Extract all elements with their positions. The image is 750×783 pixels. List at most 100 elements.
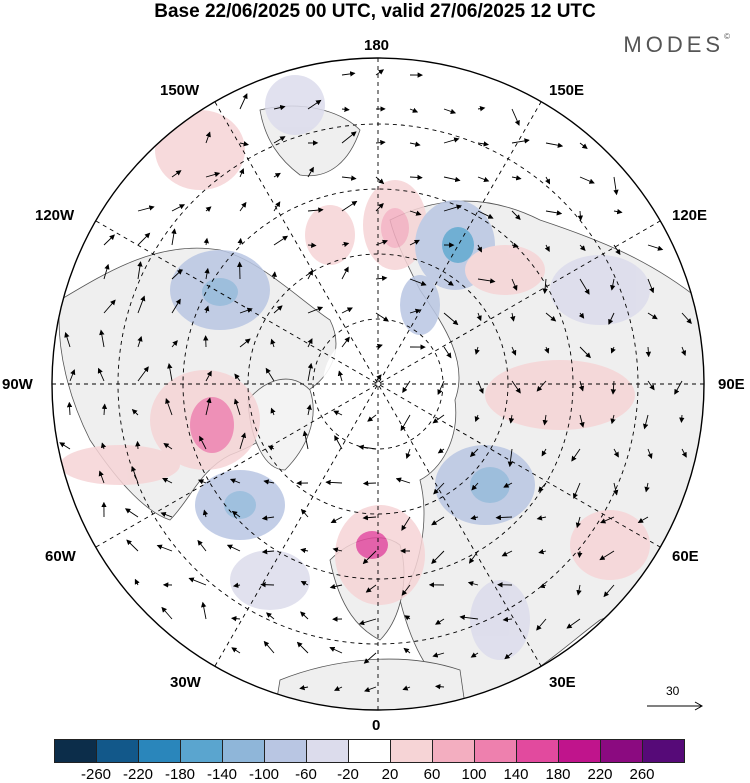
- colorbar-cell: [138, 739, 181, 763]
- wind-arrow: [126, 539, 139, 552]
- lon-label-30w: 30W: [170, 674, 201, 691]
- wind-arrow: [432, 414, 445, 424]
- wind-arrow: [647, 278, 655, 294]
- wind-arrow: [510, 312, 516, 322]
- wind-arrow: [477, 141, 489, 147]
- lon-label-60w: 60W: [45, 548, 76, 565]
- wind-arrow: [471, 482, 479, 491]
- anomaly-shading: [60, 75, 650, 660]
- wind-arrow: [261, 515, 275, 521]
- wind-arrow: [307, 306, 324, 314]
- wind-arrow: [467, 581, 479, 587]
- wind-arrow: [270, 338, 276, 348]
- wind-arrow: [432, 652, 445, 658]
- wind-arrow: [610, 414, 616, 425]
- colorbar-tick-label: -60: [295, 766, 317, 783]
- wind-arrow: [167, 363, 173, 382]
- wind-arrow: [647, 380, 655, 391]
- wind-arrow: [59, 442, 71, 450]
- brand-logo: MODES©: [623, 32, 730, 57]
- wind-arrow: [545, 176, 551, 185]
- wind-arrow: [508, 414, 515, 424]
- wind-arrow: [325, 479, 343, 486]
- wind-arrow: [575, 516, 581, 529]
- wind-arrow: [199, 435, 207, 450]
- wind-arrow: [103, 263, 110, 280]
- wind-arrow: [511, 210, 521, 220]
- wind-arrow: [643, 414, 649, 430]
- colorbar-cell: [474, 739, 517, 763]
- colorbar-tick-label: 100: [461, 766, 487, 783]
- colorbar-cell: [600, 739, 643, 763]
- wind-arrow: [579, 346, 591, 359]
- wind-arrow: [645, 346, 652, 358]
- wind-reference-arrow: [647, 701, 704, 711]
- wind-arrow: [239, 338, 251, 348]
- wind-arrow: [226, 544, 241, 552]
- wind-arrow: [205, 206, 212, 212]
- wind-arrow: [229, 478, 241, 484]
- wind-arrow: [404, 615, 411, 621]
- wind-arrow: [131, 408, 139, 416]
- wind-arrow: [468, 550, 479, 564]
- wind-arrow: [203, 237, 209, 246]
- wind-arrow: [511, 108, 520, 126]
- wind-arrow: [296, 641, 309, 654]
- wind-arrow: [171, 269, 183, 280]
- wind-arrow: [358, 444, 377, 450]
- wind-arrow: [405, 448, 411, 459]
- wind-arrow: [273, 305, 283, 314]
- wind-arrow: [365, 584, 377, 593]
- colorbar-tick-label: 20: [381, 766, 399, 783]
- colorbar-cell: [516, 739, 559, 763]
- wind-arrow: [600, 516, 615, 524]
- wind-arrow: [431, 516, 445, 526]
- wind-arrow: [409, 239, 420, 246]
- wind-arrow: [542, 414, 548, 426]
- wind-arrow: [545, 312, 557, 322]
- wind-arrow: [504, 652, 513, 660]
- wind-arrow: [443, 204, 462, 212]
- wind-arrow: [435, 683, 445, 690]
- wind-arrow: [647, 448, 653, 460]
- wind-arrow: [165, 398, 173, 416]
- wind-arrow: [431, 550, 445, 565]
- lon-label-60e: 60E: [672, 548, 699, 565]
- wind-arrow: [131, 465, 139, 484]
- wind-arrow: [341, 71, 356, 77]
- wind-arrow: [273, 104, 286, 111]
- wind-arrow: [375, 139, 386, 146]
- wind-arrow: [503, 482, 513, 488]
- wind-arrow: [156, 544, 173, 552]
- wind-arrow: [239, 201, 247, 212]
- wind-arrow: [307, 269, 313, 280]
- wind-arrow: [300, 580, 309, 586]
- wind-arrow: [608, 312, 615, 325]
- wind-arrow: [403, 647, 411, 654]
- wind-arrow: [536, 380, 547, 392]
- wind-arrow: [103, 299, 116, 314]
- wind-arrow: [97, 367, 105, 382]
- wind-arrow: [477, 244, 482, 253]
- wind-arrow: [402, 685, 411, 691]
- wind-arrow: [613, 176, 619, 196]
- wind-arrow: [171, 228, 177, 246]
- wind-arrow: [613, 448, 619, 458]
- wind-arrow: [162, 477, 173, 484]
- wind-arrow: [443, 137, 460, 144]
- wind-arrow: [171, 204, 185, 212]
- wind-arrow: [267, 445, 275, 451]
- lon-label-90w: 90W: [2, 376, 33, 393]
- wind-arrow: [610, 278, 616, 291]
- wind-arrow: [197, 539, 207, 552]
- wind-arrow: [470, 652, 479, 658]
- wind-arrow: [477, 210, 494, 219]
- wind-arrow: [409, 107, 419, 113]
- wind-arrow: [135, 440, 141, 450]
- wind-arrow: [511, 380, 521, 394]
- page-title: Base 22/06/2025 00 UTC, valid 27/06/2025…: [154, 1, 596, 22]
- wind-arrow: [204, 267, 210, 280]
- wind-arrow: [100, 442, 107, 450]
- wind-arrow: [647, 244, 664, 251]
- wind-arrow: [205, 171, 221, 178]
